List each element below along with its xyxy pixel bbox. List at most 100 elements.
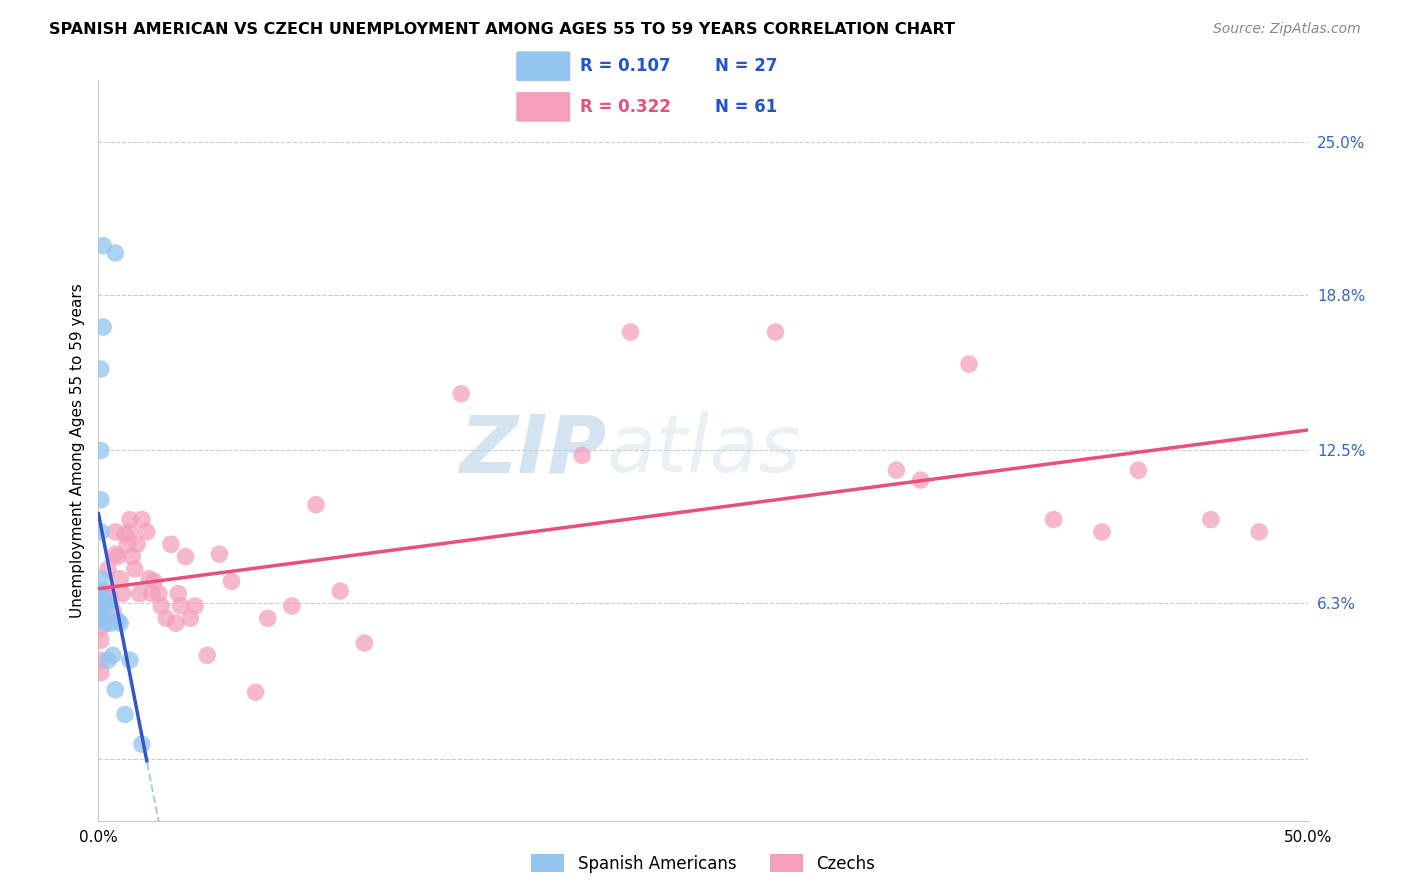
Point [90, 362, 112, 376]
Point [886, 463, 908, 477]
Point [245, 685, 267, 699]
Point [127, 537, 149, 551]
Point [108, 572, 131, 586]
Point [111, 586, 134, 600]
Point [160, 537, 183, 551]
Point [957, 357, 980, 371]
Point [90, 586, 112, 600]
Point [179, 611, 201, 625]
Text: N = 61: N = 61 [716, 98, 778, 116]
Point [107, 549, 129, 564]
Text: atlas: atlas [606, 411, 801, 490]
Point [104, 524, 127, 539]
Point [90, 584, 112, 599]
Point [90, 604, 112, 618]
Point [90, 611, 112, 625]
Point [90, 586, 112, 600]
Point [118, 653, 141, 667]
Point [221, 574, 243, 589]
Text: R = 0.107: R = 0.107 [581, 57, 671, 75]
Point [208, 547, 231, 561]
Point [1042, 512, 1064, 526]
Point [281, 599, 304, 613]
Point [104, 682, 127, 697]
Point [90, 633, 112, 648]
Point [104, 246, 127, 260]
Point [91, 597, 114, 611]
Point [353, 636, 375, 650]
Point [91, 238, 114, 252]
Point [256, 611, 278, 625]
Point [118, 524, 141, 539]
Point [100, 591, 122, 606]
Point [1249, 524, 1271, 539]
Point [100, 616, 122, 631]
Point [305, 498, 328, 512]
Y-axis label: Unemployment Among Ages 55 to 59 years: Unemployment Among Ages 55 to 59 years [69, 283, 84, 618]
Point [97, 653, 120, 667]
Point [1091, 524, 1114, 539]
Point [108, 616, 131, 631]
Point [1199, 512, 1222, 526]
Point [107, 614, 129, 628]
Point [90, 604, 112, 618]
Legend: Spanish Americans, Czechs: Spanish Americans, Czechs [524, 847, 882, 880]
Point [169, 599, 191, 613]
Point [619, 325, 641, 339]
Point [124, 562, 146, 576]
Point [94, 584, 117, 599]
Point [118, 512, 141, 526]
Point [135, 524, 157, 539]
Point [90, 597, 112, 611]
Point [90, 665, 112, 680]
Point [90, 443, 112, 458]
Point [94, 616, 117, 631]
Point [148, 586, 170, 600]
Point [90, 653, 112, 667]
Text: ZIP: ZIP [458, 411, 606, 490]
Point [114, 527, 136, 541]
Point [143, 574, 166, 589]
Point [329, 584, 352, 599]
Point [104, 547, 127, 561]
Point [114, 707, 136, 722]
Text: Source: ZipAtlas.com: Source: ZipAtlas.com [1213, 22, 1361, 37]
Point [910, 473, 932, 487]
Text: N = 27: N = 27 [716, 57, 778, 75]
Point [90, 597, 112, 611]
Point [90, 611, 112, 625]
Text: SPANISH AMERICAN VS CZECH UNEMPLOYMENT AMONG AGES 55 TO 59 YEARS CORRELATION CHA: SPANISH AMERICAN VS CZECH UNEMPLOYMENT A… [49, 22, 955, 37]
Point [155, 611, 177, 625]
Point [94, 608, 117, 623]
FancyBboxPatch shape [516, 92, 571, 121]
Point [141, 586, 163, 600]
Point [450, 386, 472, 401]
Point [90, 621, 112, 635]
Point [97, 597, 120, 611]
Point [121, 549, 143, 564]
Point [571, 449, 593, 463]
Point [94, 597, 117, 611]
Point [90, 524, 112, 539]
Point [138, 572, 160, 586]
Point [128, 586, 150, 600]
Point [101, 648, 124, 663]
Point [1128, 463, 1150, 477]
Point [90, 492, 112, 507]
Point [765, 325, 787, 339]
Point [167, 586, 190, 600]
Point [91, 320, 114, 334]
Point [150, 599, 173, 613]
Point [184, 599, 207, 613]
Point [131, 512, 153, 526]
Point [131, 737, 153, 751]
Point [165, 616, 187, 631]
Point [195, 648, 218, 663]
Point [97, 562, 120, 576]
Point [174, 549, 197, 564]
FancyBboxPatch shape [516, 52, 571, 81]
Point [101, 604, 124, 618]
Point [117, 537, 139, 551]
Text: R = 0.322: R = 0.322 [581, 98, 671, 116]
Point [90, 572, 112, 586]
